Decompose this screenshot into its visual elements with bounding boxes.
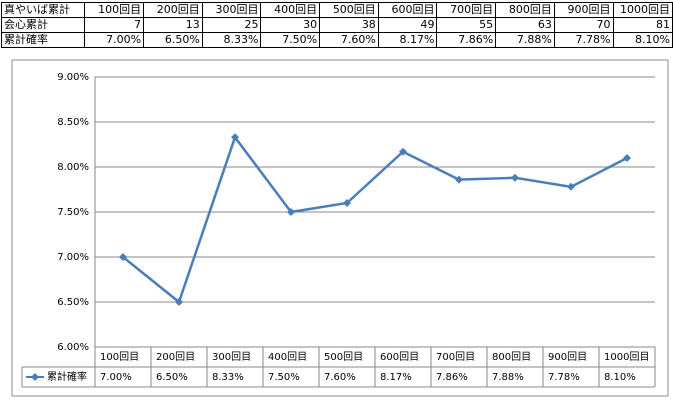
- y-tick-label: 8.00%: [57, 162, 89, 173]
- table-cell: 7.50%: [260, 32, 321, 48]
- table-row: 累計確率 7.00% 6.50% 8.33% 7.50% 7.60% 8.17% 7.86% 7…: [0, 32, 673, 48]
- table-cell: 6.50%: [143, 32, 203, 48]
- x-tick-label: 600回目: [380, 351, 419, 363]
- x-tick-label: 200回目: [156, 351, 195, 363]
- point: [567, 182, 575, 191]
- point: [287, 208, 295, 216]
- table-cell: 8.17%: [377, 32, 438, 48]
- y-tick-label: 7.00%: [57, 252, 89, 263]
- y-tick-label: 9.00%: [57, 72, 89, 83]
- value-label: 7.78%: [548, 372, 580, 383]
- table-cell: 38: [319, 17, 379, 33]
- table-row: 真やいば累計 100回目 200回目 300回目 400回目 500回目 600回目 700回…: [0, 2, 673, 18]
- table-cell: 500回目: [319, 2, 379, 18]
- table-cell: 400回目: [260, 2, 321, 18]
- table-cell: 49: [377, 17, 438, 33]
- x-tick-label: 300回目: [212, 351, 251, 363]
- table-cell: 8.10%: [612, 32, 673, 48]
- chart-frame: [11, 59, 669, 397]
- table-cell: 7.00%: [84, 32, 145, 48]
- table-cell: 7.78%: [553, 32, 614, 48]
- legend-label: 累計確率: [47, 370, 87, 383]
- value-label: 7.88%: [492, 372, 524, 383]
- x-tick-label: 900回目: [548, 351, 587, 363]
- table-cell: 8.33%: [201, 32, 262, 48]
- value-label: 6.50%: [156, 372, 188, 383]
- series-line: [122, 134, 628, 305]
- point: [231, 133, 239, 142]
- point: [455, 175, 463, 184]
- x-tick-label: 400回目: [268, 351, 307, 363]
- value-label: 7.86%: [436, 372, 468, 383]
- y-tick-label: 6.50%: [57, 297, 89, 308]
- value-label: 8.17%: [380, 372, 412, 383]
- table-cell: 30: [260, 17, 321, 33]
- x-tick-label: 100回目: [100, 351, 139, 363]
- point: [119, 253, 127, 261]
- point: [175, 298, 183, 306]
- point: [511, 173, 519, 182]
- value-label: 8.33%: [212, 372, 244, 383]
- value-label: 7.60%: [324, 372, 356, 383]
- point: [623, 154, 631, 162]
- x-tick-label: 1000回目: [604, 351, 649, 363]
- table-cell: 7.86%: [436, 32, 497, 48]
- table-cell: 900回目: [553, 2, 614, 18]
- legend-marker: [31, 373, 39, 381]
- table-cell: 7.88%: [495, 32, 555, 48]
- value-label: 7.50%: [268, 372, 300, 383]
- data-table: 真やいば累計 100回目 200回目 300回目 400回目 500回目 600回目 700回…: [0, 2, 673, 48]
- point: [399, 147, 407, 156]
- value-label: 8.10%: [604, 372, 636, 383]
- y-tick-label: 8.50%: [57, 117, 89, 128]
- point: [343, 199, 351, 207]
- value-label: 7.00%: [100, 372, 132, 383]
- y-tick-label: 7.50%: [57, 207, 89, 218]
- y-tick-label: 6.00%: [57, 342, 89, 353]
- table-cell: 7.60%: [319, 32, 379, 48]
- x-tick-label: 700回目: [436, 351, 475, 363]
- table-cell: 累計確率: [0, 32, 86, 48]
- x-tick-label: 500回目: [324, 351, 363, 363]
- x-tick-label: 800回目: [492, 351, 531, 363]
